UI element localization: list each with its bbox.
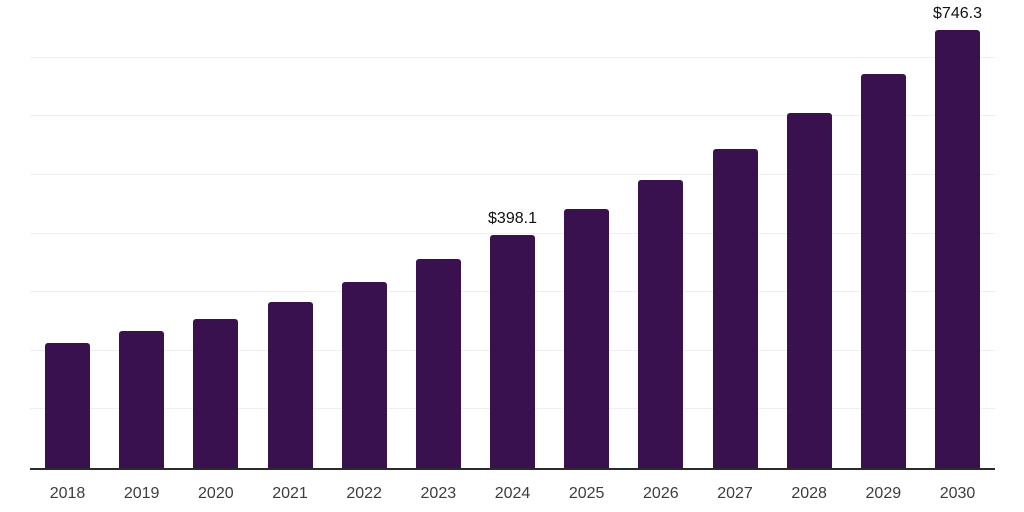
bar-2019 [119, 330, 165, 468]
x-tick-2022: 2022 [346, 485, 382, 502]
value-label-2030: $746.3 [933, 5, 982, 23]
x-tick-2021: 2021 [272, 485, 308, 502]
bar-2023 [415, 259, 461, 468]
x-tick-2024: 2024 [494, 485, 531, 502]
bar-2020 [193, 318, 239, 468]
bar-2022 [341, 282, 387, 468]
x-tick-2019: 2019 [123, 485, 160, 502]
gridline-400 [30, 232, 995, 234]
x-tick-2030: 2030 [939, 485, 976, 502]
bar-2018 [45, 343, 90, 468]
x-tick-2025: 2025 [568, 485, 605, 502]
x-tick-2023: 2023 [420, 485, 457, 502]
gridline-700 [30, 56, 995, 58]
bar-2030 [935, 30, 980, 468]
x-axis: 2018 2019 2020 2021 2022 2023 2024 2025 2026 2027… [30, 485, 995, 505]
x-tick-2028: 2028 [791, 485, 827, 502]
x-tick-2027: 2027 [717, 485, 753, 502]
bar-2029 [860, 73, 906, 468]
plot-area: $398.1 $746.3 [30, 0, 995, 470]
bar-2027 [712, 148, 758, 468]
x-tick-2029: 2029 [865, 485, 902, 502]
x-tick-2018: 2018 [49, 485, 86, 502]
x-tick-2020: 2020 [198, 485, 234, 502]
x-tick-2026: 2026 [643, 485, 679, 502]
gridline-600 [30, 115, 995, 117]
bar-2021 [267, 301, 313, 468]
bar-2024 [490, 234, 535, 468]
bar-2026 [638, 180, 684, 468]
value-label-2024: $398.1 [488, 209, 537, 227]
gridline-500 [30, 173, 995, 175]
bar-2028 [786, 113, 832, 468]
bar-2025 [564, 208, 610, 468]
